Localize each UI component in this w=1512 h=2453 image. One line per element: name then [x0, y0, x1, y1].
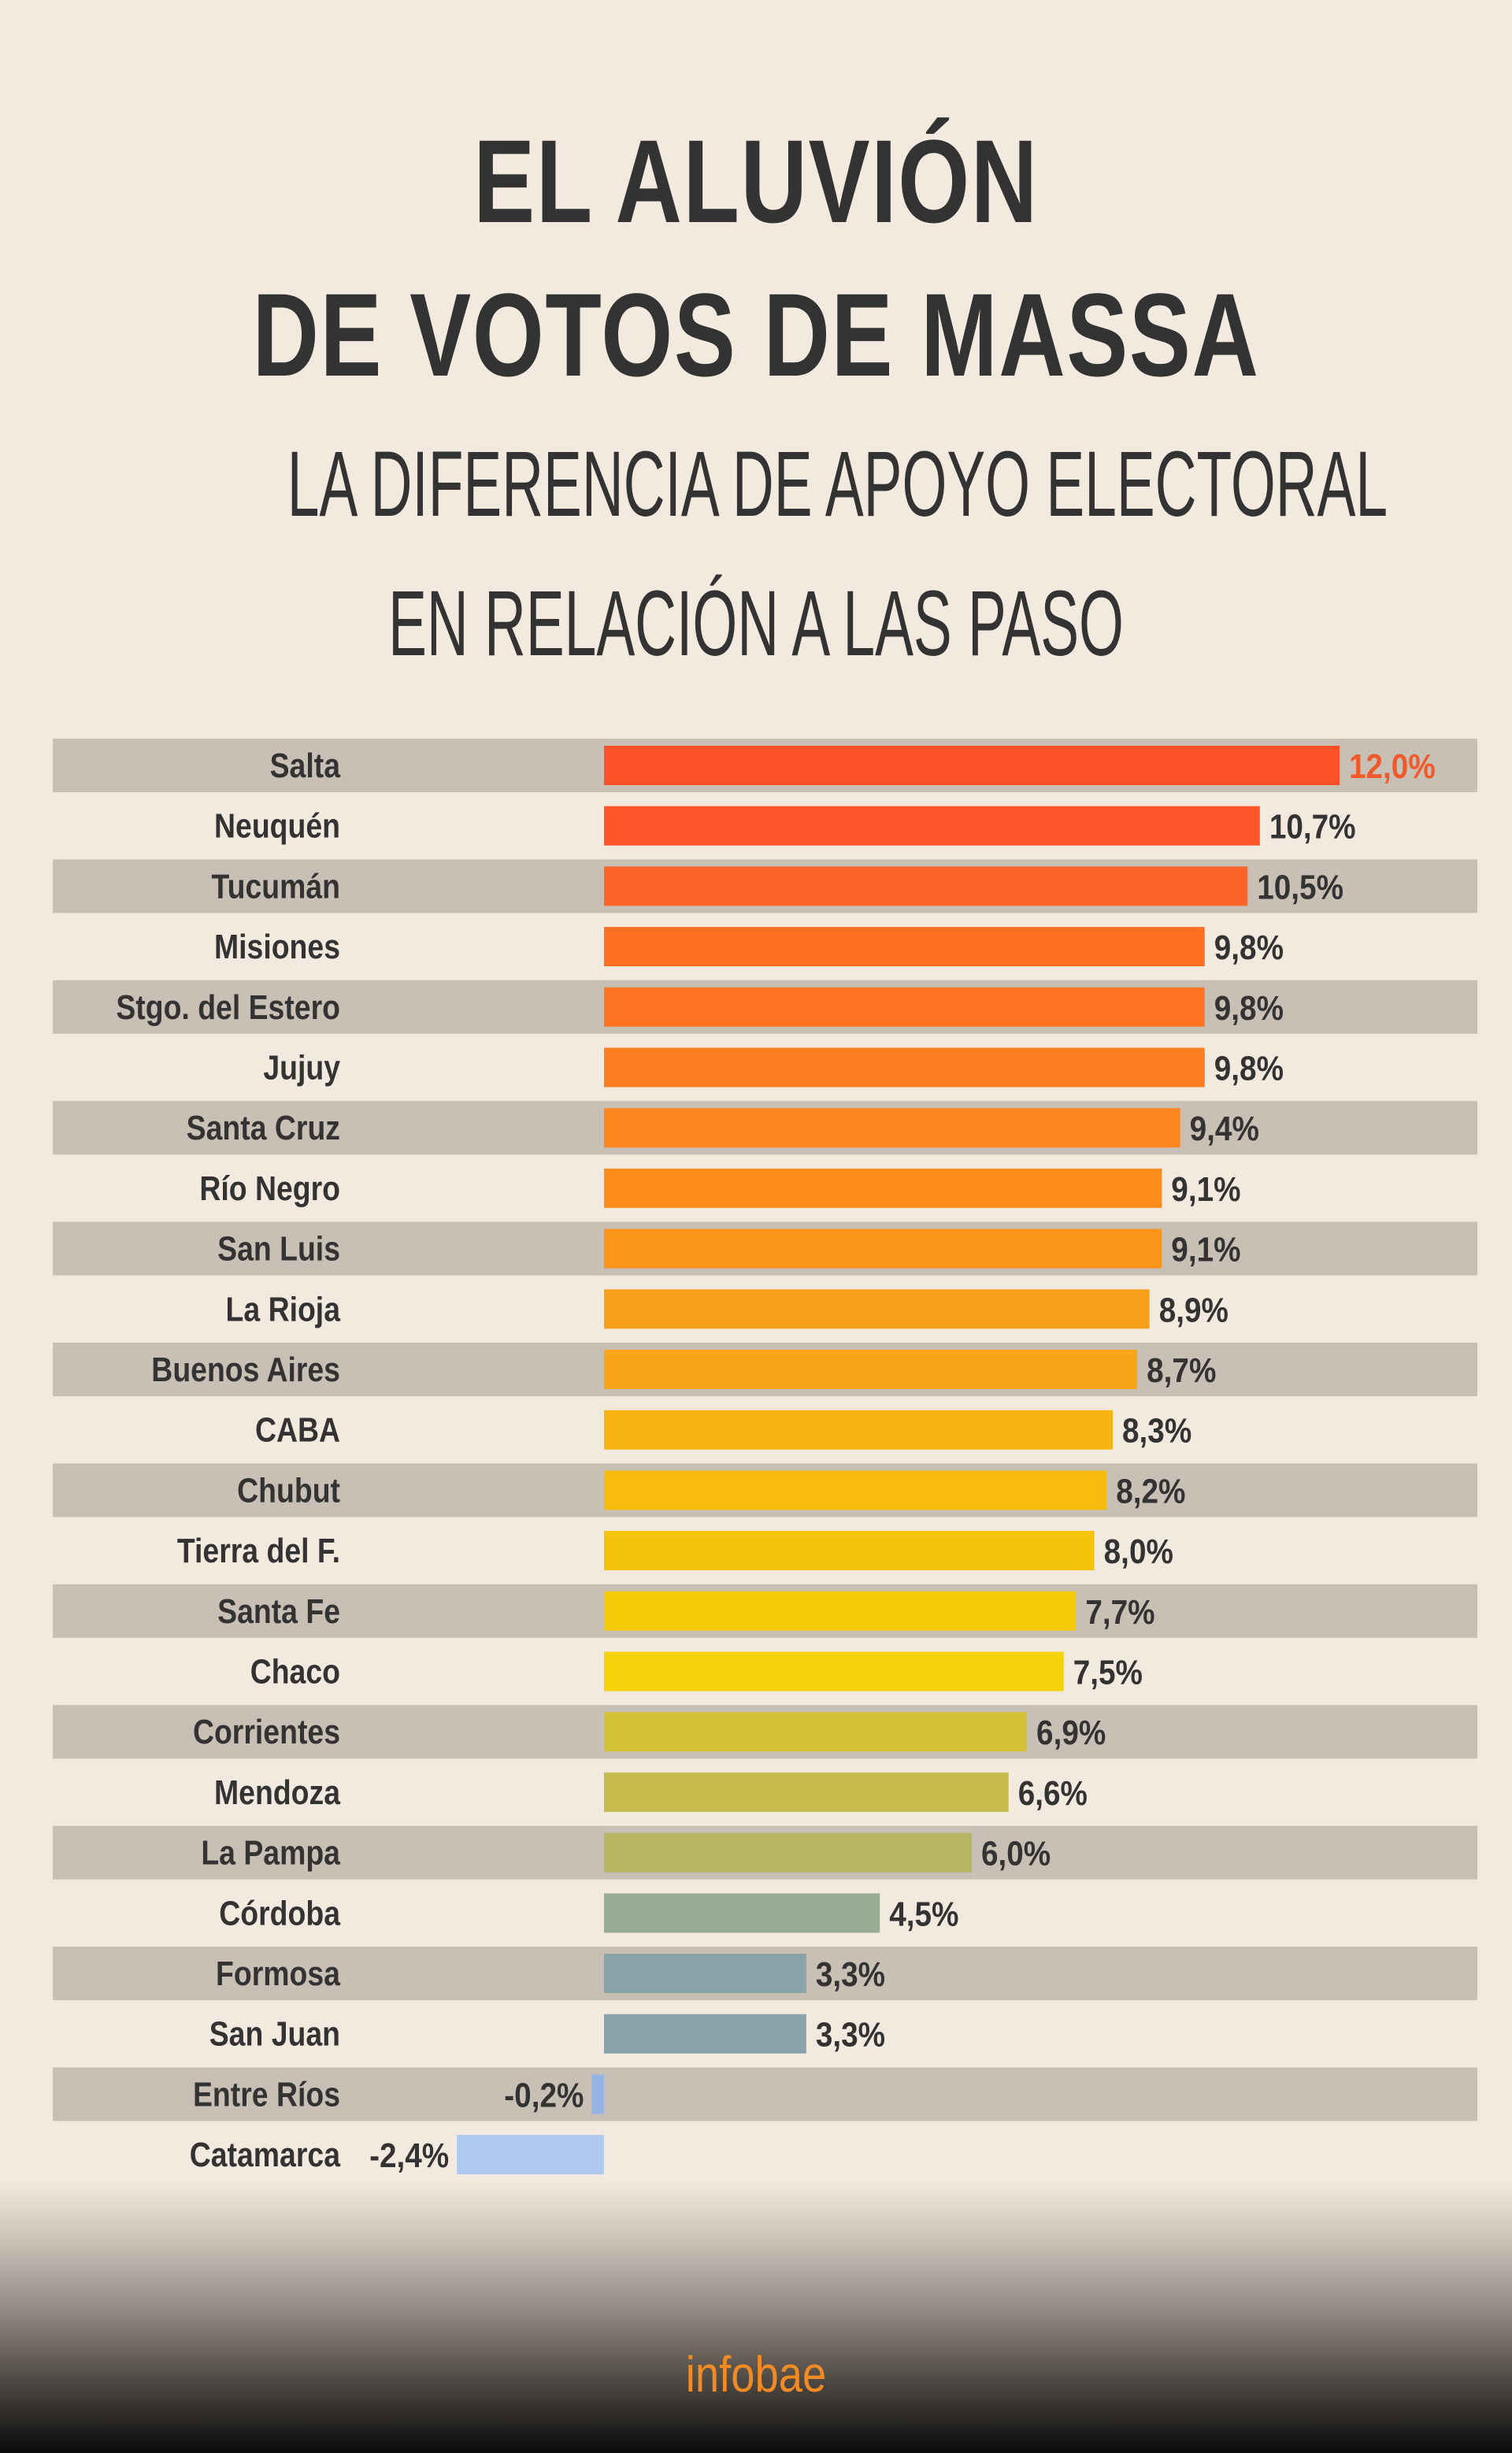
value-label: 6,0% [981, 1833, 1051, 1873]
bar [604, 806, 1260, 846]
value-label: -0,2% [504, 2075, 584, 2114]
category-label: Mendoza [214, 1773, 340, 1812]
bar [604, 866, 1248, 906]
value-label: 8,3% [1122, 1410, 1191, 1450]
value-label: -2,4% [369, 2136, 449, 2175]
value-label: 3,3% [816, 2014, 885, 2054]
bar [604, 746, 1340, 785]
value-label: 12,0% [1349, 747, 1436, 786]
bar [457, 2135, 604, 2175]
bar [604, 1772, 1009, 1812]
category-label: Santa Cruz [187, 1108, 340, 1147]
category-label: Córdoba [219, 1893, 340, 1932]
category-label: Formosa [216, 1954, 340, 1993]
value-label: 9,4% [1190, 1109, 1259, 1148]
category-label: Neuquén [214, 806, 340, 846]
category-label: CABA [255, 1410, 340, 1450]
category-label: Catamarca [190, 2135, 341, 2174]
category-label: Stgo. del Estero [116, 987, 340, 1027]
category-label: Chubut [237, 1471, 340, 1510]
bar [604, 1047, 1205, 1088]
bar [604, 1591, 1077, 1631]
category-label: Corrientes [193, 1712, 340, 1751]
bar [604, 1893, 880, 1933]
bar [591, 2074, 604, 2114]
category-label: La Rioja [226, 1289, 341, 1328]
bar [604, 1228, 1162, 1269]
value-label: 9,1% [1171, 1229, 1240, 1269]
value-label: 7,7% [1085, 1591, 1154, 1631]
bar [604, 1108, 1180, 1148]
infobae-logo: infobae [685, 2346, 827, 2403]
category-label: Santa Fe [217, 1591, 340, 1631]
category-label: La Pampa [201, 1833, 340, 1873]
footer-gradient [0, 2181, 1512, 2453]
value-label: 6,6% [1018, 1773, 1088, 1813]
bar [604, 2014, 806, 2054]
value-label: 8,0% [1104, 1532, 1173, 1571]
bar [604, 1712, 1028, 1752]
value-label: 9,1% [1171, 1169, 1240, 1209]
bar [604, 1350, 1138, 1389]
bar [604, 1954, 806, 1993]
title-line-2: DE VOTOS DE MASSA [252, 269, 1260, 401]
value-label: 3,3% [816, 1955, 885, 1994]
subtitle-line-1: LA DIFERENCIA DE APOYO ELECTORAL [287, 432, 1388, 536]
bar [604, 927, 1205, 967]
value-label: 8,2% [1116, 1471, 1185, 1510]
category-label: Chaco [250, 1652, 340, 1692]
bar [604, 1289, 1150, 1329]
category-label: Salta [270, 746, 341, 785]
title-line-1: EL ALUVIÓN [473, 115, 1039, 247]
value-label: 8,7% [1147, 1351, 1216, 1390]
value-label: 9,8% [1214, 987, 1284, 1027]
value-label: 4,5% [889, 1894, 958, 1933]
value-label: 6,9% [1036, 1713, 1106, 1752]
bar [604, 987, 1205, 1027]
category-label: Tierra del F. [177, 1531, 340, 1570]
value-label: 8,9% [1159, 1290, 1228, 1329]
bar [604, 1470, 1107, 1510]
bar [604, 1410, 1114, 1450]
value-label: 10,5% [1257, 867, 1343, 906]
bar [604, 1168, 1162, 1208]
category-label: Tucumán [212, 867, 340, 906]
value-label: 10,7% [1269, 806, 1356, 846]
value-label: 9,8% [1214, 1048, 1284, 1088]
bar [604, 1651, 1064, 1692]
bar [604, 1832, 972, 1873]
category-label: Río Negro [199, 1169, 340, 1208]
category-label: San Luis [217, 1229, 340, 1269]
row-stripe [53, 2067, 1477, 2121]
category-label: San Juan [209, 2014, 340, 2054]
category-label: Entre Ríos [193, 2075, 340, 2114]
value-label: 7,5% [1073, 1652, 1143, 1692]
bar [604, 1531, 1095, 1571]
value-label: 9,8% [1214, 928, 1284, 967]
category-label: Buenos Aires [151, 1350, 340, 1389]
subtitle-line-2: EN RELACIÓN A LAS PASO [388, 572, 1124, 676]
category-label: Misiones [214, 927, 340, 966]
category-label: Jujuy [263, 1048, 340, 1088]
